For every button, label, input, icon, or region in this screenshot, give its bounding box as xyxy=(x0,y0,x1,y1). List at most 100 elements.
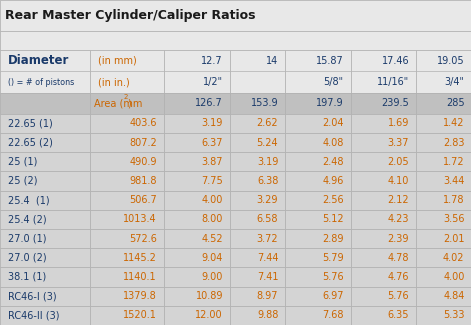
Text: 1145.2: 1145.2 xyxy=(123,253,157,263)
Text: 3.56: 3.56 xyxy=(443,214,464,224)
Text: 25.4  (1): 25.4 (1) xyxy=(8,195,50,205)
Bar xyxy=(416,152,471,171)
Text: 239.5: 239.5 xyxy=(382,98,409,108)
Bar xyxy=(90,306,164,325)
Bar xyxy=(0,248,90,267)
Bar xyxy=(90,171,164,190)
Bar xyxy=(230,93,285,114)
Text: 7.44: 7.44 xyxy=(257,253,278,263)
Text: () = # of pistons: () = # of pistons xyxy=(8,78,74,86)
Text: 10.89: 10.89 xyxy=(195,291,223,301)
Bar xyxy=(230,306,285,325)
Text: 5.12: 5.12 xyxy=(322,214,343,224)
Bar xyxy=(285,287,350,306)
Text: 17.46: 17.46 xyxy=(382,56,409,66)
Bar xyxy=(285,152,350,171)
Bar xyxy=(0,267,90,287)
Bar xyxy=(164,133,230,152)
Text: 807.2: 807.2 xyxy=(129,137,157,148)
Text: 7.75: 7.75 xyxy=(201,176,223,186)
Bar xyxy=(164,190,230,210)
Text: 2.01: 2.01 xyxy=(443,234,464,243)
Bar xyxy=(164,210,230,229)
Text: 1140.1: 1140.1 xyxy=(123,272,157,282)
Bar xyxy=(230,72,285,93)
Bar xyxy=(285,171,350,190)
Bar xyxy=(90,152,164,171)
Text: 6.97: 6.97 xyxy=(322,291,343,301)
Text: 3.29: 3.29 xyxy=(257,195,278,205)
Text: 19.05: 19.05 xyxy=(437,56,464,66)
Text: 4.96: 4.96 xyxy=(322,176,343,186)
Text: (in mm): (in mm) xyxy=(98,56,137,66)
Bar xyxy=(350,210,416,229)
Text: 6.38: 6.38 xyxy=(257,176,278,186)
Text: 572.6: 572.6 xyxy=(129,234,157,243)
Bar xyxy=(90,190,164,210)
Bar xyxy=(164,229,230,248)
Bar xyxy=(0,50,90,72)
Bar xyxy=(350,50,416,72)
Text: 12.7: 12.7 xyxy=(201,56,223,66)
Bar xyxy=(230,50,285,72)
Text: 3.19: 3.19 xyxy=(202,118,223,128)
Text: 2.89: 2.89 xyxy=(322,234,343,243)
Text: 1.69: 1.69 xyxy=(388,118,409,128)
Bar xyxy=(230,267,285,287)
Bar xyxy=(164,248,230,267)
Bar xyxy=(416,229,471,248)
Bar xyxy=(164,114,230,133)
Bar xyxy=(230,114,285,133)
Bar xyxy=(90,267,164,287)
Bar xyxy=(0,93,90,114)
Text: 14: 14 xyxy=(266,56,278,66)
Bar xyxy=(230,210,285,229)
Bar xyxy=(350,248,416,267)
Text: 6.35: 6.35 xyxy=(388,310,409,320)
Text: 4.76: 4.76 xyxy=(388,272,409,282)
Bar xyxy=(90,229,164,248)
Text: 3.72: 3.72 xyxy=(257,234,278,243)
Text: 4.02: 4.02 xyxy=(443,253,464,263)
Bar xyxy=(350,306,416,325)
Text: 4.00: 4.00 xyxy=(202,195,223,205)
Text: 3.19: 3.19 xyxy=(257,157,278,167)
Text: Diameter: Diameter xyxy=(8,54,70,68)
Text: 3.44: 3.44 xyxy=(443,176,464,186)
Text: 9.88: 9.88 xyxy=(257,310,278,320)
Text: Area (mm: Area (mm xyxy=(94,98,142,108)
Bar xyxy=(285,190,350,210)
Text: 5.79: 5.79 xyxy=(322,253,343,263)
Bar xyxy=(416,190,471,210)
Bar xyxy=(350,229,416,248)
Bar xyxy=(416,248,471,267)
Bar xyxy=(90,248,164,267)
Text: 2.56: 2.56 xyxy=(322,195,343,205)
Bar xyxy=(350,287,416,306)
Text: 3/4": 3/4" xyxy=(445,77,464,87)
Text: 981.8: 981.8 xyxy=(130,176,157,186)
Text: 15.87: 15.87 xyxy=(316,56,343,66)
Text: 6.37: 6.37 xyxy=(202,137,223,148)
Text: 126.7: 126.7 xyxy=(195,98,223,108)
Bar xyxy=(164,50,230,72)
Text: 7.68: 7.68 xyxy=(322,310,343,320)
Text: 153.9: 153.9 xyxy=(251,98,278,108)
Bar xyxy=(0,287,90,306)
Bar xyxy=(285,306,350,325)
Bar xyxy=(0,31,471,50)
Bar xyxy=(90,210,164,229)
Text: 2.48: 2.48 xyxy=(322,157,343,167)
Bar xyxy=(90,50,164,72)
Bar xyxy=(0,229,90,248)
Text: 25.4 (2): 25.4 (2) xyxy=(8,214,47,224)
Bar xyxy=(0,210,90,229)
Bar xyxy=(90,114,164,133)
Text: 5.76: 5.76 xyxy=(322,272,343,282)
Bar xyxy=(416,267,471,287)
Text: RC46-I (3): RC46-I (3) xyxy=(8,291,57,301)
Text: 27.0 (2): 27.0 (2) xyxy=(8,253,47,263)
Bar xyxy=(416,93,471,114)
Bar xyxy=(90,287,164,306)
Text: 5.24: 5.24 xyxy=(257,137,278,148)
